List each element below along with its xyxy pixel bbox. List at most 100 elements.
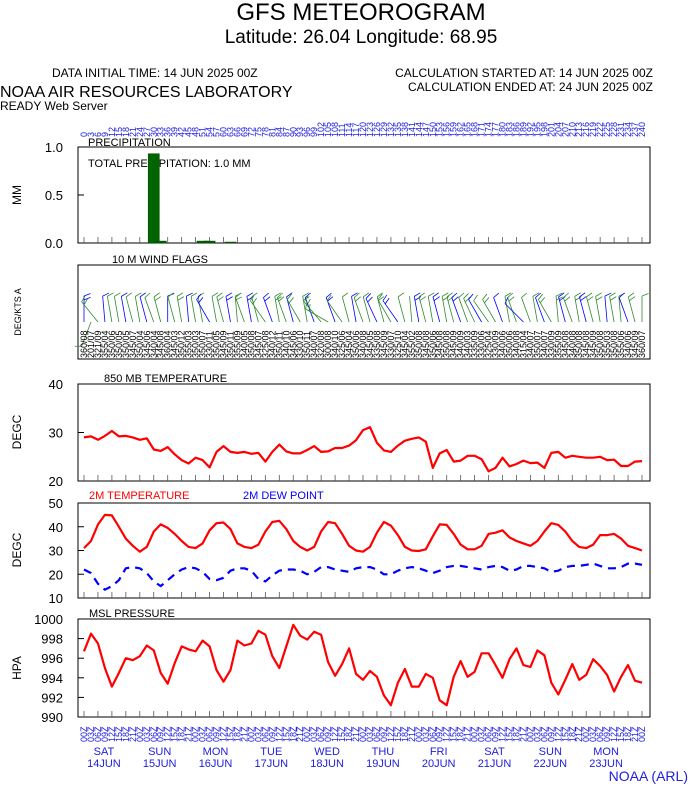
wind-barb (482, 299, 496, 323)
wind-label: 340/08 (567, 330, 577, 358)
precip-bar (147, 153, 160, 244)
time-label: 12Z (107, 726, 117, 742)
wind-barb-feather (397, 292, 405, 298)
wind-label: 345/09 (588, 330, 598, 358)
wind-label: 201/07 (86, 330, 96, 358)
forecast-hour-label: 174 (484, 122, 494, 137)
wind-barb (274, 296, 280, 323)
wind-label: 330/07 (386, 330, 396, 358)
wind-barb (609, 296, 615, 323)
forecast-hour-label: 96 (302, 127, 312, 137)
wind-barb-feather (628, 292, 635, 298)
wind-barb-feather (610, 296, 617, 301)
wind-barb-feather (250, 294, 255, 301)
wind-barb (409, 296, 413, 323)
time-label: 03Z (253, 726, 263, 742)
forecast-hour-label: 3 (86, 132, 96, 137)
forecast-hour-label: 114 (344, 123, 354, 137)
wind-label: 345/07 (128, 330, 138, 358)
wind-barb-feather (446, 292, 453, 298)
wind-barb (604, 296, 608, 323)
forecast-hour-label: 15 (114, 127, 124, 137)
wind-barb-feather (595, 292, 602, 297)
wind-barb-feather (246, 292, 254, 297)
time-label: 12Z (330, 726, 340, 742)
wind-barb-feather (217, 296, 224, 301)
forecast-hour-label: 132 (386, 122, 396, 137)
wind-barb-feather (226, 296, 233, 301)
server-name: READY Web Server (0, 99, 108, 113)
wind-barb-feather (464, 296, 471, 303)
wind-barb-feather (641, 293, 649, 297)
wind-barb-feather (186, 292, 193, 297)
t850-ylabel: DEGC (10, 414, 24, 449)
wind-barb (351, 296, 357, 323)
day-date: 23JUN (589, 758, 623, 770)
wind-barb-feather (286, 292, 293, 298)
wind-label: 350/11 (274, 331, 284, 358)
wind-label: 330/11 (205, 331, 215, 358)
day-of-week: MON (203, 746, 229, 758)
wind-barb-feather (579, 292, 586, 298)
wind-barb (532, 296, 538, 323)
forecast-hour-label: 0 (79, 132, 89, 137)
forecast-hour-label: 33 (156, 127, 166, 137)
forecast-hour-label: 120 (358, 122, 368, 137)
wind-label: 360/08 (79, 330, 89, 358)
wind-barb-feather (418, 292, 425, 298)
wind-label: 345/08 (421, 330, 431, 358)
time-label: 06Z (316, 726, 326, 742)
precip-bar (203, 240, 216, 244)
forecast-hour-label: 144 (414, 122, 424, 137)
day-date: 21JUN (478, 758, 512, 770)
forecast-hour-label: 99 (309, 127, 319, 137)
wind-barb-feather (139, 292, 146, 298)
wind-label: 345/08 (156, 330, 166, 358)
time-label: 18Z (400, 726, 410, 742)
wind-label: 340/09 (456, 330, 466, 358)
time-label: 18Z (456, 726, 466, 742)
forecast-hour-label: 54 (205, 127, 215, 137)
wind-barb-feather (575, 296, 582, 301)
forecast-hour-label: 240 (637, 122, 647, 137)
time-label: 18Z (177, 726, 187, 742)
time-label: 09Z (379, 726, 389, 742)
forecast-hour-label: 162 (456, 122, 466, 137)
time-label: 00Z (302, 726, 312, 742)
wind-label: 350/08 (442, 330, 452, 358)
wind-barb-feather (428, 292, 435, 297)
wind-barb (558, 296, 566, 323)
precipitation-ylabel: MM (10, 185, 24, 205)
wind-barb (382, 300, 399, 323)
wind-barb-feather (433, 296, 440, 301)
time-label: 09Z (491, 726, 501, 742)
t850-title: 850 MB TEMPERATURE (104, 373, 227, 385)
forecast-hour-label: 192 (525, 122, 535, 137)
wind-barb-feather (154, 296, 161, 301)
forecast-hour-label: 198 (539, 122, 549, 137)
forecast-hour-label: 27 (142, 127, 152, 137)
time-label: 09Z (323, 726, 333, 742)
wind-barb-feather (432, 292, 439, 298)
wind-label: 335/08 (372, 330, 382, 358)
wind-barb (627, 296, 636, 323)
dewpoint-series-line (83, 562, 643, 591)
wind-label: 340/06 (498, 330, 508, 358)
forecast-hour-label: 48 (191, 127, 201, 137)
total-precipitation: TOTAL PRECIPITATION: 1.0 MM (88, 158, 251, 170)
time-label: 21Z (518, 726, 528, 742)
time-label: 06Z (205, 726, 215, 742)
wind-barb-feather (442, 296, 450, 301)
wind-barb (246, 296, 252, 323)
wind-barb-feather (532, 292, 540, 297)
forecast-hour-label: 87 (281, 127, 291, 137)
wind-barb-feather (351, 292, 358, 297)
precipitation-panel: PRECIPITATION TOTAL PRECIPITATION: 1.0 M… (10, 137, 651, 251)
wind-label: 355/09 (232, 330, 242, 358)
time-label: 18Z (121, 726, 131, 742)
wind-barb (463, 298, 475, 323)
wind-label: 345/09 (449, 330, 459, 358)
forecast-hour-label: 126 (372, 122, 382, 137)
forecast-hour-label: 153 (435, 122, 445, 137)
